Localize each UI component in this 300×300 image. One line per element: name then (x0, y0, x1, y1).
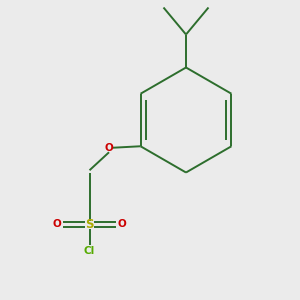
Text: Cl: Cl (84, 246, 95, 256)
Text: O: O (105, 143, 113, 153)
Text: O: O (118, 219, 126, 229)
Text: O: O (53, 219, 62, 229)
Text: S: S (85, 218, 94, 231)
